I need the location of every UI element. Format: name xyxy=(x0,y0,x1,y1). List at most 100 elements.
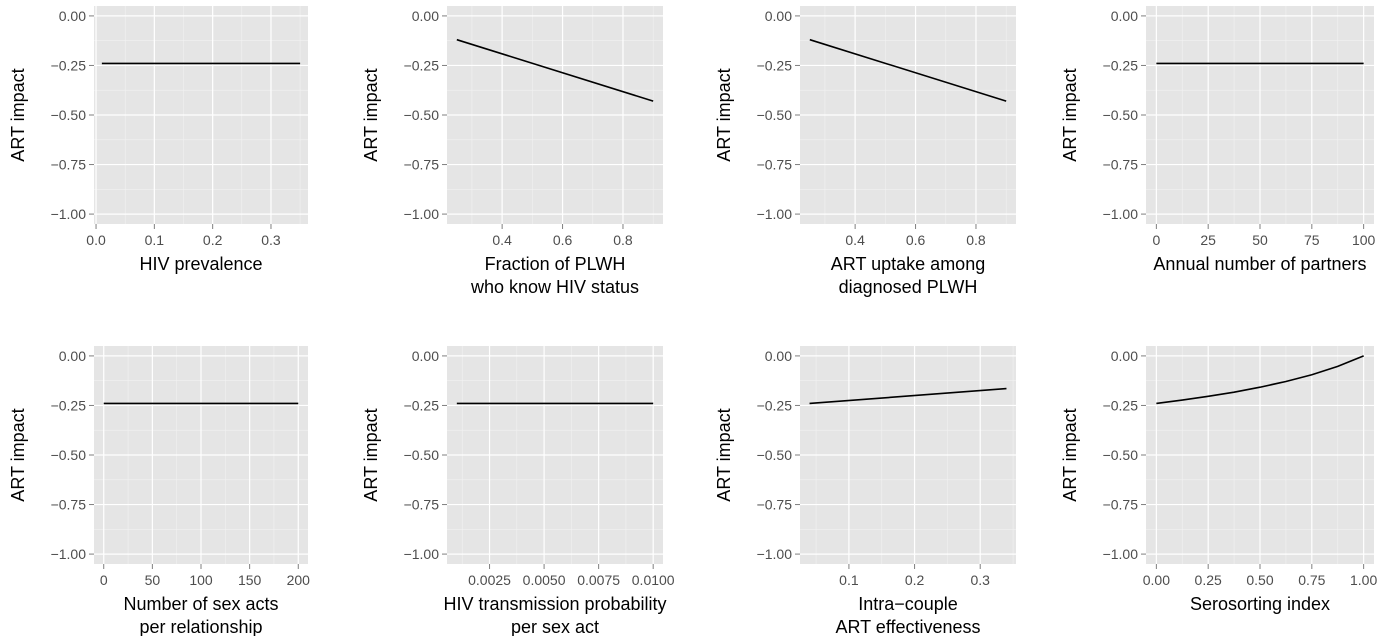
y-tick-label: 0.00 xyxy=(412,8,439,24)
y-tick-label: −0.50 xyxy=(1103,107,1139,123)
x-tick-label: 75 xyxy=(1304,232,1320,248)
y-tick-label: −0.50 xyxy=(51,447,87,463)
y-tick-label: −0.25 xyxy=(757,397,793,413)
panel-4: 0.00 −0.25 −0.50 −0.75 −1.00 0 25 50 75 100 Annual… xyxy=(1060,6,1376,274)
x-axis-title: Fraction of PLWH who know HIV status xyxy=(470,254,639,297)
y-axis-title: ART impact xyxy=(1060,408,1080,501)
x-tick-label: 0.0075 xyxy=(577,572,620,588)
x-tick-label: 50 xyxy=(145,572,161,588)
y-tick-label: −0.75 xyxy=(404,497,440,513)
x-tick-label: 0.0100 xyxy=(632,572,675,588)
x-tick-label: 150 xyxy=(238,572,262,588)
y-tick-label: −0.25 xyxy=(1103,397,1139,413)
y-tick-label: −1.00 xyxy=(404,546,440,562)
y-tick-label: −0.25 xyxy=(1103,57,1139,73)
x-tick-label: 50 xyxy=(1252,232,1268,248)
x-tick-label: 0.1 xyxy=(145,232,165,248)
x-axis-title: HIV prevalence xyxy=(139,254,262,274)
y-tick-label: −0.50 xyxy=(404,107,440,123)
x-tick-label: 0.6 xyxy=(553,232,573,248)
y-axis-title: ART impact xyxy=(361,408,381,501)
x-axis-title: Serosorting index xyxy=(1190,594,1330,614)
y-tick-label: −0.25 xyxy=(51,397,87,413)
x-axis-title: HIV transmission probability per sex act xyxy=(443,594,666,636)
x-tick-label: 0.4 xyxy=(845,232,865,248)
x-tick-label: 0.8 xyxy=(613,232,633,248)
x-tick-label: 0.00 xyxy=(1143,572,1170,588)
y-axis-title: ART impact xyxy=(8,68,28,161)
y-tick-label: −0.50 xyxy=(757,107,793,123)
y-tick-label: −0.75 xyxy=(757,497,793,513)
y-axis-title: ART impact xyxy=(361,68,381,161)
y-tick-label: 0.00 xyxy=(1111,8,1138,24)
x-tick-label: 0.2 xyxy=(203,232,223,248)
x-tick-label: 0 xyxy=(1152,232,1160,248)
x-tick-label: 0 xyxy=(100,572,108,588)
y-tick-label: −0.75 xyxy=(404,157,440,173)
x-tick-label: 0.75 xyxy=(1298,572,1325,588)
series-line xyxy=(809,387,1007,405)
y-tick-label: −0.25 xyxy=(404,57,440,73)
y-tick-label: 0.00 xyxy=(412,348,439,364)
y-tick-label: 0.00 xyxy=(765,8,792,24)
x-tick-label: 0.6 xyxy=(906,232,926,248)
panel-8: 0.00−0.25−0.50−0.75−1.000.00 0.25 0.50 0.75… xyxy=(1060,346,1377,614)
y-tick-label: −1.00 xyxy=(1103,206,1139,222)
x-axis-title: Intra−couple ART effectiveness xyxy=(835,594,980,636)
panel-2: 0.00 −0.25 −0.50 −0.75 −1.00 0.4 0.6 0.8 Fractio… xyxy=(361,6,663,297)
panel-3: 0.00 −0.25 −0.50 −0.75 −1.00 0.4 0.6 0.8 ART upt… xyxy=(714,6,1016,297)
x-tick-label: 0.0050 xyxy=(523,572,566,588)
x-tick-label: 0.25 xyxy=(1195,572,1222,588)
y-tick-label: −1.00 xyxy=(757,206,793,222)
series-line xyxy=(809,38,1007,102)
y-tick-label: 0.00 xyxy=(1111,348,1138,364)
x-axis-title: Annual number of partners xyxy=(1153,254,1366,274)
y-tick-label: −0.50 xyxy=(757,447,793,463)
x-axis-title: Number of sex acts per relationship xyxy=(123,594,278,636)
panel-7: 0.00 −0.25 −0.50 −0.75 −1.00 0.1 0.2 0.3 Intra−c… xyxy=(714,346,1016,636)
y-tick-label: −1.00 xyxy=(1103,546,1139,562)
x-tick-label: 0.0 xyxy=(86,232,106,248)
panel-6: 0.00 −0.25 −0.50 −0.75 −1.00 0.0025 0.0050 0.00… xyxy=(361,346,675,636)
y-tick-label: −0.75 xyxy=(757,157,793,173)
x-tick-label: 100 xyxy=(189,572,213,588)
x-tick-label: 0.2 xyxy=(905,572,925,588)
x-tick-label: 0.50 xyxy=(1246,572,1273,588)
y-tick-label: −0.50 xyxy=(1103,447,1139,463)
y-axis-title: ART impact xyxy=(1060,68,1080,161)
x-tick-label: 1.00 xyxy=(1350,572,1377,588)
y-tick-label: −0.25 xyxy=(757,57,793,73)
x-tick-label: 100 xyxy=(1352,232,1376,248)
y-tick-label: −1.00 xyxy=(757,546,793,562)
panel-1: 0.00 −0.25 −0.50 −0.75 −1.00 0.0 0.1 0.2 0.3 HIV … xyxy=(8,6,308,274)
y-tick-label: −0.25 xyxy=(51,57,87,73)
x-tick-label: 25 xyxy=(1200,232,1216,248)
y-axis-title: ART impact xyxy=(714,408,734,501)
x-tick-label: 0.3 xyxy=(261,232,281,248)
x-tick-label: 0.0025 xyxy=(468,572,511,588)
y-tick-label: −0.50 xyxy=(404,447,440,463)
y-tick-label: −0.75 xyxy=(1103,157,1139,173)
y-axis-title: ART impact xyxy=(8,408,28,501)
y-tick-label: −0.75 xyxy=(51,497,87,513)
x-axis-title: ART uptake among diagnosed PLWH xyxy=(831,254,985,297)
x-tick-label: 200 xyxy=(287,572,311,588)
y-tick-label: 0.00 xyxy=(765,348,792,364)
x-tick-label: 0.1 xyxy=(839,572,859,588)
panel-5: 0.00 −0.25 −0.50 −0.75 −1.00 0 50 100 150 200 Numb… xyxy=(8,346,310,636)
x-tick-label: 0.4 xyxy=(492,232,512,248)
y-tick-label: 0.00 xyxy=(59,8,86,24)
y-tick-label: −1.00 xyxy=(51,206,87,222)
y-tick-label: −0.50 xyxy=(51,107,87,123)
y-tick-label: −1.00 xyxy=(404,206,440,222)
y-tick-label: −0.75 xyxy=(51,157,87,173)
y-tick-label: −0.25 xyxy=(404,397,440,413)
y-tick-label: −0.75 xyxy=(1103,497,1139,513)
y-tick-label: 0.00 xyxy=(59,348,86,364)
series-line xyxy=(456,38,654,102)
y-tick-label: −1.00 xyxy=(51,546,87,562)
series-line xyxy=(1156,355,1364,405)
x-tick-label: 0.3 xyxy=(970,572,990,588)
x-tick-label: 0.8 xyxy=(966,232,986,248)
